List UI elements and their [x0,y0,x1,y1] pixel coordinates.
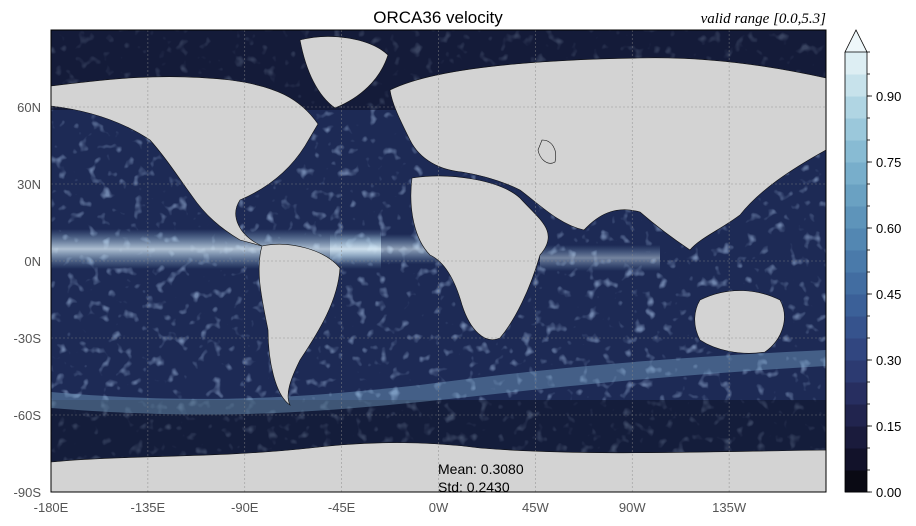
north-america [51,76,319,247]
colorbar-segment [845,470,867,493]
colorbar-segment [845,184,867,207]
colorbar-segment [845,52,867,75]
colorbar-segment [845,338,867,361]
y-tick-label: -90S [14,485,42,500]
x-tick-label: -180E [34,500,69,515]
colorbar-tick-label: 0.15 [876,419,901,434]
colorbar-segment [845,272,867,295]
colorbar-tick-label: 0.60 [876,221,901,236]
map-panel [51,30,826,492]
y-tick-label: 30N [17,177,41,192]
colorbar-tick-label: 0.90 [876,89,901,104]
colorbar-segment [845,382,867,405]
colorbar-segment [845,162,867,185]
colorbar-segment [845,118,867,141]
colorbar-segment [845,294,867,317]
colorbar-segment [845,360,867,383]
map-frame [50,29,827,493]
y-axis-ticks: 60N 30N 0N -30S -60S -90S [14,100,42,500]
colorbar-segment [845,448,867,471]
australia [694,290,785,354]
chart-subtitle: valid range [0.0,5.3] [701,11,827,27]
y-tick-label: 0N [24,254,41,269]
x-tick-label: 90W [619,500,646,515]
colorbar-ticks: 0.00 0.15 0.30 0.45 0.60 0.75 0.90 [867,51,901,500]
mean-stat: Mean: 0.3080 [438,461,524,477]
colorbar-segment [845,426,867,449]
y-tick-label: -30S [14,331,42,346]
x-tick-label: -135E [131,500,166,515]
colorbar-segment [845,250,867,273]
graticule [51,30,826,492]
colorbar-tick-label: 0.00 [876,485,901,500]
eurasia [389,57,826,251]
y-tick-label: 60N [17,100,41,115]
colorbar-segment [845,96,867,119]
colorbar-segment [845,316,867,339]
colorbar-segment [845,140,867,163]
colorbar-segment [845,206,867,229]
x-axis-ticks: -180E -135E -90E -45E 0W 45W 90W 135W [34,500,747,515]
caspian-sea [537,139,557,164]
colorbar-segment [845,74,867,97]
colorbar-extend-arrow [844,29,868,53]
south-america [258,243,341,406]
std-stat: Std: 0.2430 [438,479,510,495]
colorbar [844,29,868,493]
chart-title: ORCA36 velocity [373,8,503,27]
colorbar-segment [845,228,867,251]
x-tick-label: -90E [231,500,259,515]
colorbar-tick-label: 0.45 [876,287,901,302]
x-tick-label: 45W [522,500,549,515]
colorbar-segment [845,404,867,427]
x-tick-label: 135W [712,500,747,515]
colorbar-tick-label: 0.30 [876,353,901,368]
colorbar-tick-label: 0.75 [876,155,901,170]
x-tick-label: 0W [429,500,449,515]
indian-equatorial-jet [540,245,660,271]
africa [410,175,549,340]
x-tick-label: -45E [328,500,356,515]
y-tick-label: -60S [14,408,42,423]
greenland [299,36,389,109]
